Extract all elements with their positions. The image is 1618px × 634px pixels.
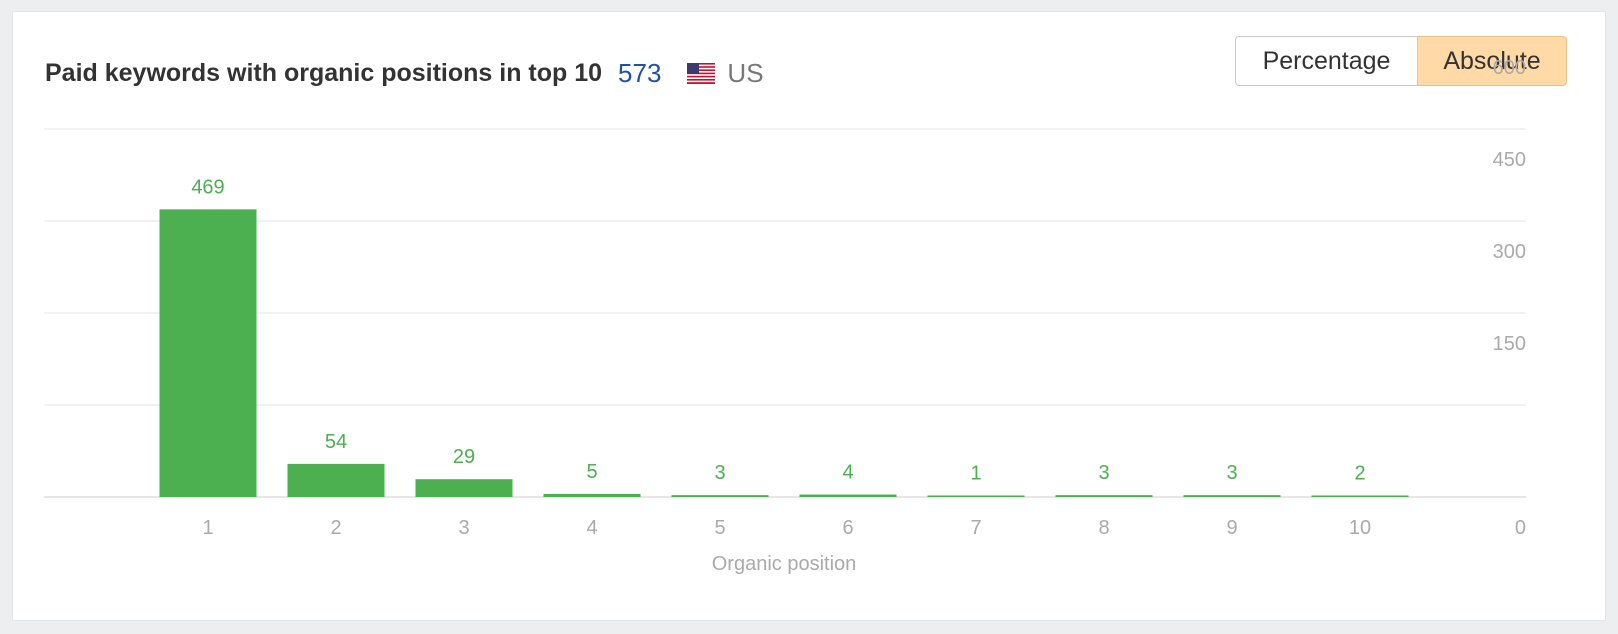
x-axis-title: Organic position <box>712 553 857 575</box>
bar <box>287 463 385 497</box>
bar-chart: 01503004506004691542293543546173839210Or… <box>44 57 1526 575</box>
value-mode-toggle: Percentage Absolute <box>1235 36 1567 86</box>
x-tick-label: 8 <box>1098 517 1109 539</box>
bar-value-label: 4 <box>842 462 853 484</box>
bar-value-label: 1 <box>970 463 981 485</box>
y-tick-label: 150 <box>1493 333 1526 355</box>
bar-value-label: 3 <box>1226 462 1237 484</box>
bar-value-label: 5 <box>586 461 597 483</box>
y-tick-label: 600 <box>1493 57 1526 79</box>
bar <box>415 479 513 497</box>
bar-value-label: 3 <box>714 462 725 484</box>
bar-value-label: 469 <box>191 176 224 198</box>
y-tick-label: 0 <box>1515 517 1526 539</box>
bar <box>1311 495 1409 497</box>
y-tick-label: 450 <box>1493 149 1526 171</box>
x-tick-label: 1 <box>202 517 213 539</box>
bar <box>1183 495 1281 497</box>
x-tick-label: 3 <box>458 517 469 539</box>
x-tick-label: 4 <box>586 517 597 539</box>
x-tick-label: 10 <box>1349 517 1371 539</box>
x-tick-label: 9 <box>1226 517 1237 539</box>
bar-value-label: 29 <box>453 446 475 468</box>
country-code: US <box>727 57 764 88</box>
bar <box>799 494 897 497</box>
chart-title: Paid keywords with organic positions in … <box>45 58 603 87</box>
bar-value-label: 2 <box>1354 463 1365 485</box>
bar-value-label: 54 <box>325 431 347 453</box>
bar <box>159 209 257 497</box>
chart-card: Paid keywords with organic positions in … <box>12 11 1606 621</box>
x-tick-label: 6 <box>842 517 853 539</box>
us-flag-icon <box>687 62 716 84</box>
chart-header: Paid keywords with organic positions in … <box>45 52 764 94</box>
x-tick-label: 5 <box>714 517 725 539</box>
x-tick-label: 7 <box>970 517 981 539</box>
bar <box>671 495 769 497</box>
bar <box>543 493 641 497</box>
x-tick-label: 2 <box>330 517 341 539</box>
percentage-button[interactable]: Percentage <box>1235 36 1418 86</box>
keyword-count[interactable]: 573 <box>618 57 662 88</box>
bar-value-label: 3 <box>1098 462 1109 484</box>
bar <box>927 495 1025 497</box>
y-tick-label: 300 <box>1493 241 1526 263</box>
absolute-button[interactable]: Absolute <box>1418 36 1567 86</box>
bar <box>1055 495 1153 497</box>
